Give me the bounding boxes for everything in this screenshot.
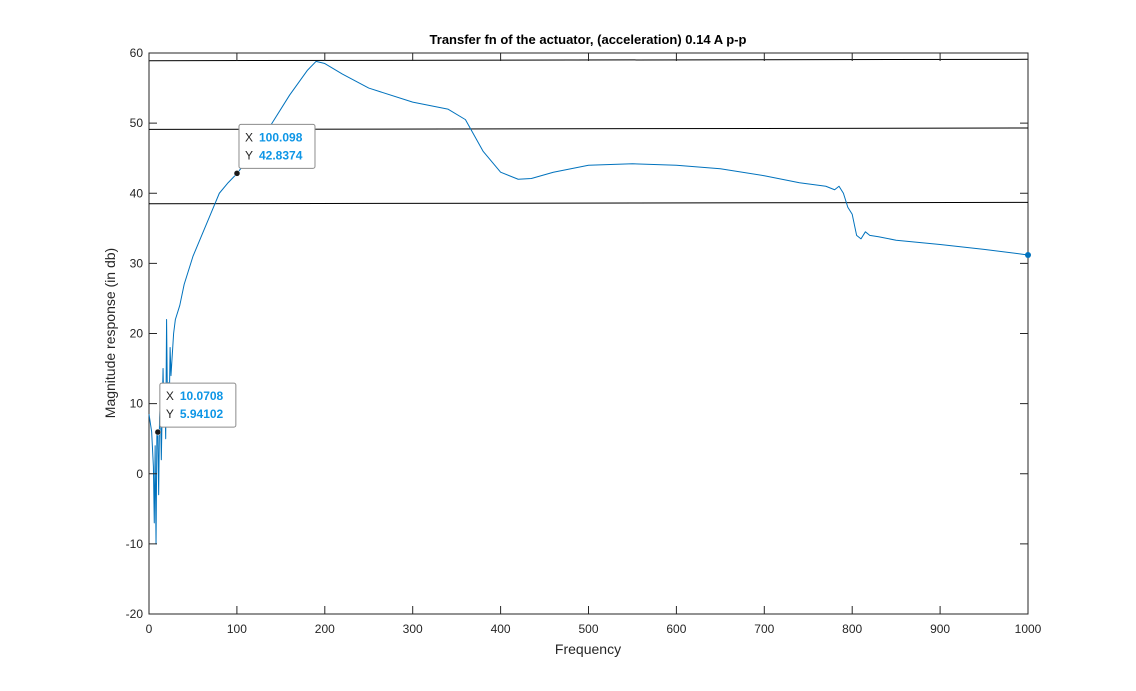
x-tick-label: 1000 — [1015, 622, 1042, 636]
y-tick-label: -20 — [126, 607, 144, 621]
datatip-marker[interactable] — [154, 428, 162, 436]
datatip-marker[interactable] — [233, 170, 241, 177]
datatip-box — [238, 123, 316, 169]
x-tick-label: 200 — [315, 622, 335, 636]
datatip-y-value: 42.8374 — [259, 148, 303, 162]
x-tick-label: 800 — [842, 622, 862, 636]
x-tick-label: 600 — [666, 622, 686, 636]
y-tick-label: 40 — [130, 186, 144, 200]
x-axis-label: Frequency — [555, 641, 621, 657]
datatip-x-value: 100.098 — [259, 130, 303, 144]
y-tick-label: -10 — [126, 537, 144, 551]
y-axis-label: Magnitude response (in db) — [102, 248, 118, 418]
x-tick-label: 400 — [491, 622, 511, 636]
y-tick-label: 50 — [130, 116, 144, 130]
y-tick-label: 10 — [130, 397, 144, 411]
datatip-y-label: Y — [245, 148, 253, 162]
x-tick-label: 100 — [227, 622, 247, 636]
reference-line — [148, 201, 1029, 205]
datatip-y-value: 5.94102 — [180, 407, 224, 421]
x-tick-label: 500 — [578, 622, 598, 636]
datatips: X 100.098 Y 42.8374 X 10.0708 Y 5.94102 — [154, 123, 316, 436]
x-tick-label: 300 — [403, 622, 423, 636]
y-tick-label: 60 — [130, 46, 144, 60]
datatip-x-value: 10.0708 — [180, 389, 224, 403]
datatip-box — [159, 382, 237, 428]
y-tick-label: 30 — [130, 256, 144, 270]
chart-title: Transfer fn of the actuator, (accelerati… — [430, 32, 747, 47]
y-tick-label: 20 — [130, 327, 144, 341]
y-tick-label: 0 — [136, 467, 143, 481]
x-tick-label: 900 — [930, 622, 950, 636]
y-axis: -20 -10 0 10 20 30 40 50 60 — [126, 46, 1028, 621]
x-tick-label: 0 — [146, 622, 153, 636]
datatip-y-label: Y — [166, 407, 174, 421]
datatip-x-label: X — [245, 130, 253, 144]
series-end-marker — [1025, 251, 1031, 258]
x-axis: 0 100 200 300 400 500 600 700 800 900 1000 — [146, 53, 1042, 636]
datatip-x-label: X — [166, 389, 174, 403]
x-tick-label: 700 — [754, 622, 774, 636]
